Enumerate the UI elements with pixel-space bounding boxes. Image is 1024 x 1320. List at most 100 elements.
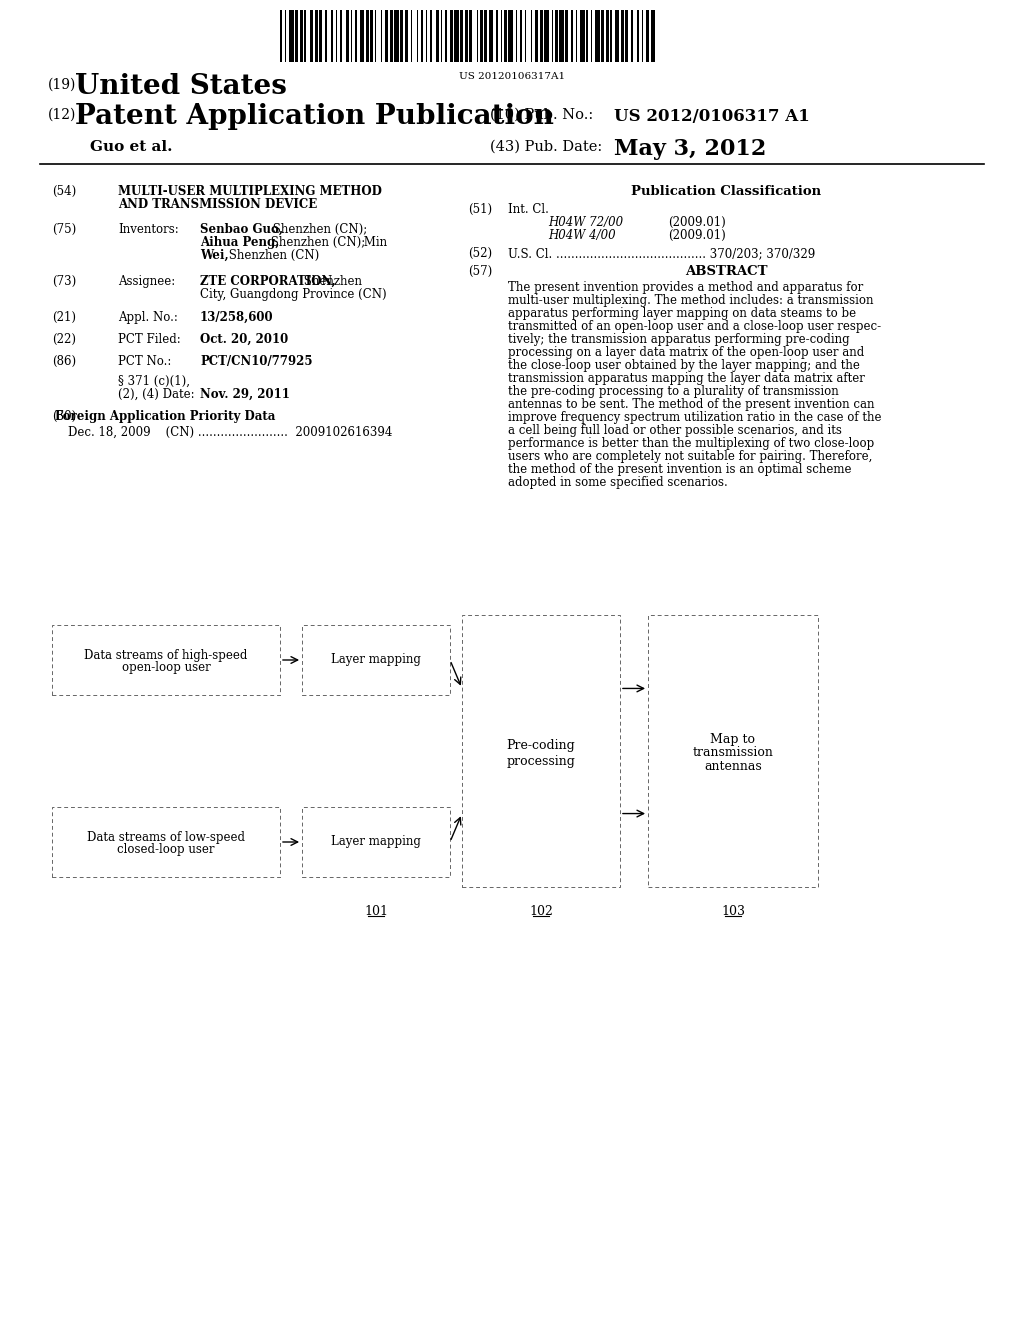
Bar: [488, 11, 493, 62]
Text: transmission apparatus mapping the layer data matrix after: transmission apparatus mapping the layer…: [508, 372, 865, 385]
Text: Aihua Peng,: Aihua Peng,: [200, 236, 280, 249]
Text: the method of the present invention is an optimal scheme: the method of the present invention is a…: [508, 463, 852, 477]
Text: § 371 (c)(1),: § 371 (c)(1),: [118, 375, 190, 388]
Text: Foreign Application Priority Data: Foreign Application Priority Data: [55, 411, 275, 422]
Text: the close-loop user obtained by the layer mapping; and the: the close-loop user obtained by the laye…: [508, 359, 860, 372]
Bar: [52, 624, 280, 696]
Text: Assignee:: Assignee:: [118, 275, 175, 288]
Bar: [646, 11, 649, 62]
Text: City, Guangdong Province (CN): City, Guangdong Province (CN): [200, 288, 387, 301]
Bar: [484, 11, 487, 62]
Text: users who are completely not suitable for pairing. Therefore,: users who are completely not suitable fo…: [508, 450, 872, 463]
Bar: [496, 11, 498, 62]
Bar: [385, 11, 388, 62]
Bar: [476, 11, 478, 62]
Bar: [280, 11, 282, 62]
Bar: [571, 11, 572, 62]
Bar: [440, 11, 442, 62]
Bar: [454, 11, 459, 62]
Text: (73): (73): [52, 275, 76, 288]
Bar: [331, 11, 333, 62]
Text: 102: 102: [529, 906, 553, 917]
Text: ZTE CORPORATION,: ZTE CORPORATION,: [200, 275, 336, 288]
Text: multi-user multiplexing. The method includes: a transmission: multi-user multiplexing. The method incl…: [508, 294, 873, 308]
Bar: [520, 11, 521, 62]
Text: Oct. 20, 2010: Oct. 20, 2010: [200, 333, 288, 346]
Bar: [540, 11, 543, 62]
Bar: [625, 11, 628, 62]
Text: (54): (54): [52, 185, 76, 198]
Bar: [450, 11, 453, 62]
Text: Wei,: Wei,: [200, 249, 228, 261]
Bar: [637, 11, 639, 62]
Text: Publication Classification: Publication Classification: [631, 185, 821, 198]
Bar: [325, 11, 327, 62]
Text: (10) Pub. No.:: (10) Pub. No.:: [490, 108, 593, 121]
Bar: [389, 11, 392, 62]
Text: MULTI-USER MULTIPLEXING METHOD: MULTI-USER MULTIPLEXING METHOD: [118, 185, 382, 198]
Bar: [605, 11, 608, 62]
Bar: [304, 11, 305, 62]
Bar: [436, 11, 439, 62]
Text: apparatus performing layer mapping on data steams to be: apparatus performing layer mapping on da…: [508, 308, 856, 319]
Text: The present invention provides a method and apparatus for: The present invention provides a method …: [508, 281, 863, 294]
Bar: [508, 11, 512, 62]
Bar: [346, 11, 349, 62]
Bar: [465, 11, 468, 62]
Bar: [501, 11, 502, 62]
Bar: [515, 11, 517, 62]
Text: Nov. 29, 2011: Nov. 29, 2011: [200, 388, 290, 401]
Bar: [411, 11, 412, 62]
Text: (2009.01): (2009.01): [668, 228, 726, 242]
Text: (86): (86): [52, 355, 76, 368]
Bar: [375, 11, 376, 62]
Text: 103: 103: [721, 906, 745, 917]
Text: closed-loop user: closed-loop user: [118, 843, 215, 857]
Text: Data streams of low-speed: Data streams of low-speed: [87, 832, 245, 845]
Text: antennas to be sent. The method of the present invention can: antennas to be sent. The method of the p…: [508, 399, 874, 411]
Text: Shenzhen (CN);: Shenzhen (CN);: [269, 223, 368, 236]
Bar: [302, 807, 450, 876]
Bar: [336, 11, 337, 62]
Bar: [504, 11, 507, 62]
Bar: [289, 11, 294, 62]
Bar: [479, 11, 482, 62]
Text: performance is better than the multiplexing of two close-loop: performance is better than the multiplex…: [508, 437, 874, 450]
Text: Patent Application Publication: Patent Application Publication: [75, 103, 554, 129]
Bar: [400, 11, 403, 62]
Text: Layer mapping: Layer mapping: [331, 836, 421, 849]
Bar: [52, 807, 280, 876]
Bar: [350, 11, 352, 62]
Text: US 2012/0106317 A1: US 2012/0106317 A1: [614, 108, 810, 125]
Bar: [302, 624, 450, 696]
Text: (52): (52): [468, 247, 493, 260]
Text: (51): (51): [468, 203, 493, 216]
Bar: [610, 11, 611, 62]
Bar: [426, 11, 427, 62]
Text: the pre-coding processing to a plurality of transmission: the pre-coding processing to a plurality…: [508, 385, 839, 399]
Text: (22): (22): [52, 333, 76, 346]
Bar: [580, 11, 585, 62]
Bar: [575, 11, 577, 62]
Bar: [469, 11, 472, 62]
Text: Inventors:: Inventors:: [118, 223, 179, 236]
Text: 101: 101: [364, 906, 388, 917]
Text: Guo et al.: Guo et al.: [90, 140, 172, 154]
Bar: [648, 615, 818, 887]
Bar: [650, 11, 655, 62]
Text: transmission: transmission: [692, 747, 773, 759]
Text: PCT Filed:: PCT Filed:: [118, 333, 181, 346]
Text: (2), (4) Date:: (2), (4) Date:: [118, 388, 195, 401]
Text: PCT No.:: PCT No.:: [118, 355, 171, 368]
Bar: [445, 11, 446, 62]
Bar: [404, 11, 408, 62]
Text: antennas: antennas: [705, 760, 762, 774]
Bar: [591, 11, 592, 62]
Text: Appl. No.:: Appl. No.:: [118, 312, 178, 323]
Text: adopted in some specified scenarios.: adopted in some specified scenarios.: [508, 477, 728, 488]
Text: a cell being full load or other possible scenarios, and its: a cell being full load or other possible…: [508, 424, 842, 437]
Text: improve frequency spectrum utilization ratio in the case of the: improve frequency spectrum utilization r…: [508, 411, 882, 424]
Text: processing on a layer data matrix of the open-loop user and: processing on a layer data matrix of the…: [508, 346, 864, 359]
Text: AND TRANSMISSION DEVICE: AND TRANSMISSION DEVICE: [118, 198, 317, 211]
Bar: [430, 11, 431, 62]
